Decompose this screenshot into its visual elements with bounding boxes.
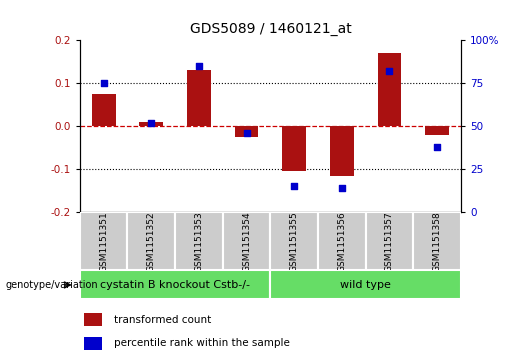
Bar bbox=[83, 337, 102, 350]
Text: GSM1151353: GSM1151353 bbox=[195, 211, 203, 272]
Bar bbox=[235, 126, 259, 137]
Title: GDS5089 / 1460121_at: GDS5089 / 1460121_at bbox=[190, 22, 351, 36]
Text: GSM1151352: GSM1151352 bbox=[147, 211, 156, 272]
Bar bbox=[140, 122, 163, 126]
Bar bbox=[80, 212, 128, 270]
Point bbox=[385, 68, 393, 74]
Point bbox=[99, 80, 108, 86]
Bar bbox=[92, 94, 115, 126]
Text: GSM1151357: GSM1151357 bbox=[385, 211, 394, 272]
Bar bbox=[270, 270, 461, 299]
Bar bbox=[377, 53, 401, 126]
Text: GSM1151354: GSM1151354 bbox=[242, 211, 251, 272]
Point bbox=[195, 63, 203, 69]
Bar bbox=[80, 270, 270, 299]
Text: percentile rank within the sample: percentile rank within the sample bbox=[114, 338, 290, 348]
Point bbox=[243, 130, 251, 136]
Point bbox=[290, 184, 298, 189]
Bar bbox=[282, 126, 306, 171]
Bar bbox=[187, 70, 211, 126]
Bar bbox=[413, 212, 461, 270]
Point bbox=[147, 120, 156, 126]
Text: transformed count: transformed count bbox=[114, 315, 211, 325]
Bar bbox=[366, 212, 413, 270]
Text: GSM1151358: GSM1151358 bbox=[433, 211, 441, 272]
Bar bbox=[270, 212, 318, 270]
Bar bbox=[318, 212, 366, 270]
Bar bbox=[330, 126, 354, 176]
Bar bbox=[128, 212, 175, 270]
Text: cystatin B knockout Cstb-/-: cystatin B knockout Cstb-/- bbox=[100, 280, 250, 290]
Bar bbox=[222, 212, 270, 270]
Text: genotype/variation: genotype/variation bbox=[5, 280, 98, 290]
Text: GSM1151355: GSM1151355 bbox=[290, 211, 299, 272]
Bar bbox=[425, 126, 449, 135]
Bar bbox=[175, 212, 222, 270]
Text: GSM1151351: GSM1151351 bbox=[99, 211, 108, 272]
Point bbox=[433, 144, 441, 150]
Point bbox=[338, 185, 346, 191]
Text: wild type: wild type bbox=[340, 280, 391, 290]
Bar bbox=[83, 313, 102, 326]
Text: GSM1151356: GSM1151356 bbox=[337, 211, 346, 272]
